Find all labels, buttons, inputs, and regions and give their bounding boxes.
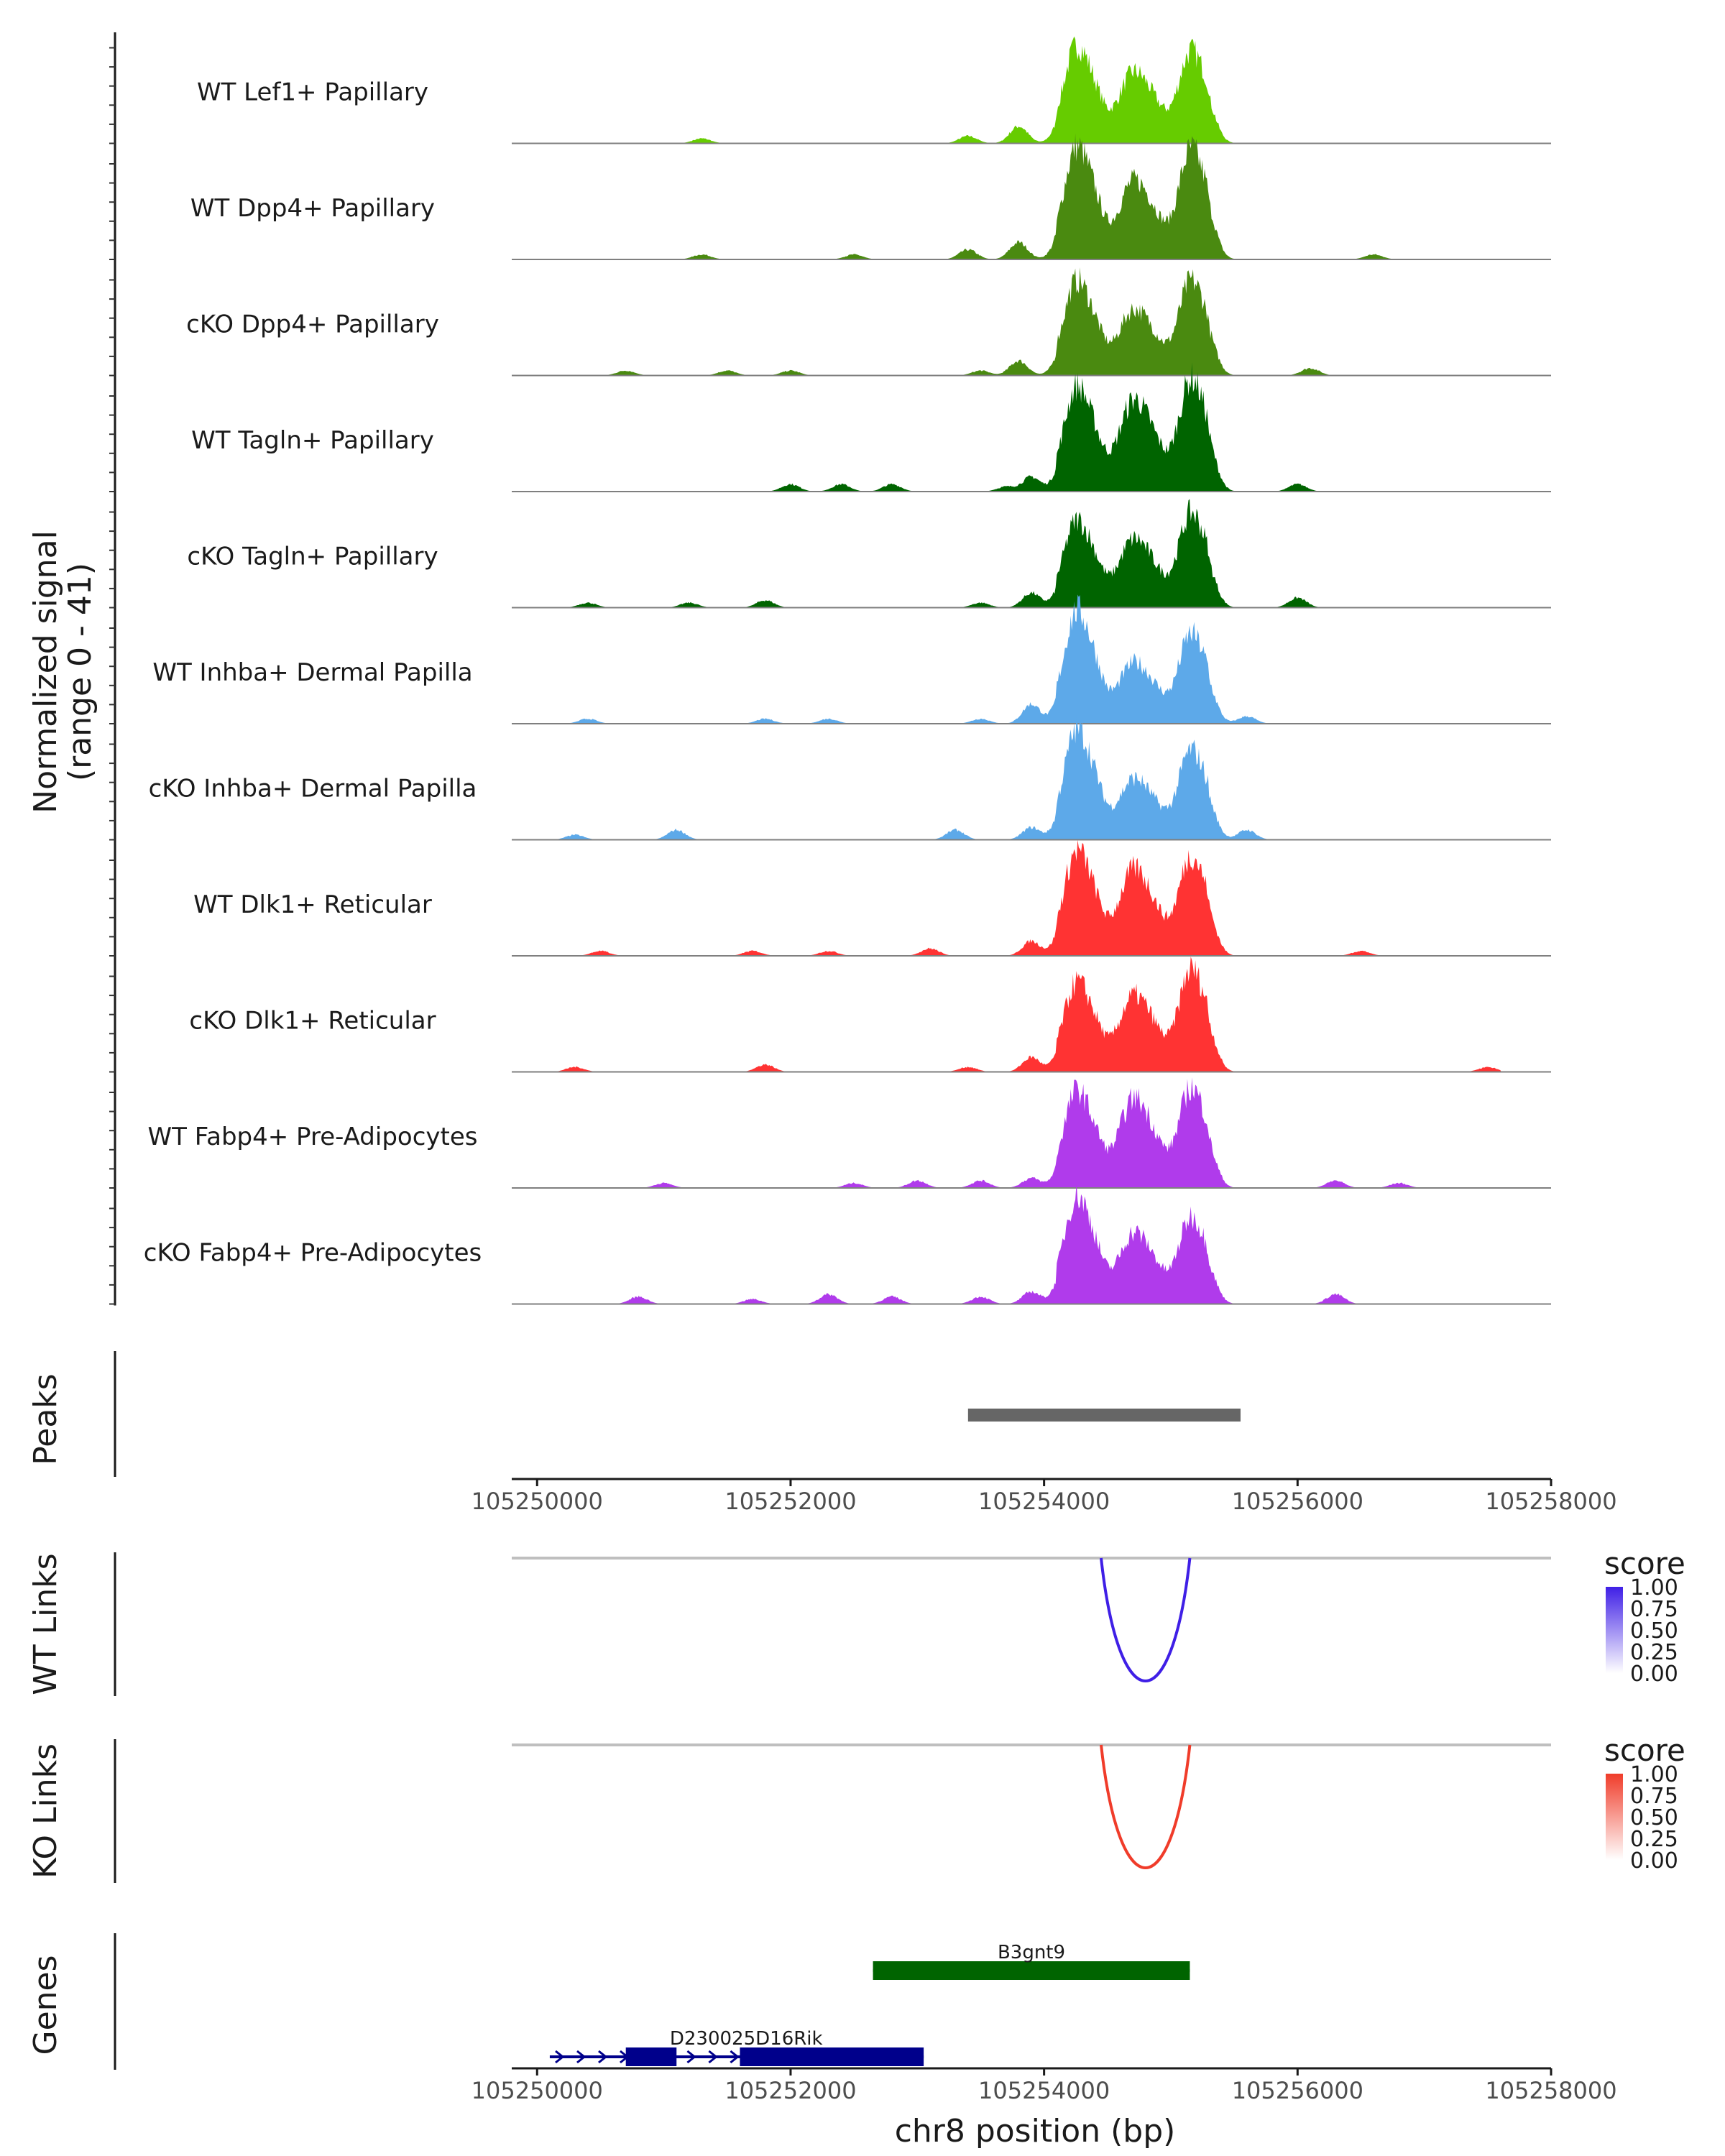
coverage-area: [512, 36, 1551, 144]
strand-arrow: [686, 2050, 696, 2064]
link-legend-value: 0.50: [1630, 1618, 1678, 1644]
strand-arrow: [620, 2050, 630, 2064]
gene-exon: [740, 2047, 924, 2066]
coverage-area: [512, 499, 1551, 608]
link-legend-value: 1.00: [1630, 1575, 1678, 1600]
link-legend-colorbar: [1606, 1774, 1623, 1860]
x-axis-top: 105250000 105252000 105254000 105256000 1052…: [472, 1478, 1617, 1515]
link-arc: [1100, 1744, 1192, 1869]
link-legend-title: score: [1604, 1733, 1685, 1768]
strand-arrow: [730, 2050, 740, 2064]
track-label: WT Inhba+ Dermal Papilla: [152, 658, 472, 687]
track-label: cKO Fabp4+ Pre-Adipocytes: [144, 1239, 482, 1268]
track-label: cKO Inhba+ Dermal Papilla: [149, 775, 477, 803]
coverage-axis: [109, 32, 116, 1306]
coverage-track: WT Fabp4+ Pre-Adipocytes: [148, 1077, 1551, 1189]
link-legend-colorbar: [1606, 1587, 1623, 1673]
coverage-area: [512, 594, 1551, 724]
gene-name-label: B3gnt9: [998, 1942, 1065, 1963]
peaks-panel: Peaks: [27, 1351, 1241, 1477]
x-top-tick-label: 105252000: [724, 1488, 856, 1515]
coverage-track: cKO Dpp4+ Papillary: [186, 267, 1551, 377]
link-legend-value: 0.75: [1630, 1597, 1678, 1622]
track-label: WT Tagln+ Papillary: [191, 426, 434, 455]
coverage-track: WT Tagln+ Papillary: [191, 362, 1551, 492]
gene-exon: [873, 1961, 1190, 1980]
y-axis-label: Normalized signal (range 0 - 41): [27, 530, 98, 814]
peaks-label: Peaks: [27, 1373, 64, 1465]
coverage-tracks: WT Lef1+ Papillary WT Dpp4+ Papillary cKO …: [144, 36, 1551, 1305]
y-axis-title: Normalized signal: [27, 530, 64, 814]
gene-exon: [625, 2047, 677, 2066]
track-label: cKO Dpp4+ Papillary: [186, 310, 439, 339]
link-legend-value: 0.75: [1630, 1784, 1678, 1809]
x-bottom-tick-label: 105252000: [724, 2077, 856, 2104]
coverage-area: [512, 362, 1551, 492]
track-label: WT Dlk1+ Reticular: [193, 890, 432, 919]
x-axis-title: chr8 position (bp): [895, 2113, 1176, 2150]
coverage-track: cKO Inhba+ Dermal Papilla: [149, 714, 1551, 841]
y-axis-range: (range 0 - 41): [62, 563, 98, 781]
coverage-area: [512, 1077, 1551, 1188]
genes-label: Genes: [27, 1955, 64, 2055]
gene-model: B3gnt9: [873, 1942, 1190, 1980]
link-legend-value: 0.00: [1630, 1662, 1678, 1687]
track-label: cKO Dlk1+ Reticular: [189, 1007, 436, 1036]
link-arc: [1100, 1557, 1192, 1682]
coverage-area: [512, 957, 1551, 1072]
x-bottom-tick-label: 105250000: [472, 2077, 603, 2104]
x-bottom-tick-label: 105258000: [1485, 2077, 1616, 2104]
x-axis-bottom: chr8 position (bp) 105250000 105252000 105…: [472, 2067, 1617, 2150]
coverage-area: [512, 267, 1551, 376]
x-top-tick-label: 105256000: [1232, 1488, 1363, 1515]
link-track-label: WT Links: [27, 1553, 64, 1695]
link-track-label: KO Links: [27, 1743, 64, 1879]
link-legend-value: 0.25: [1630, 1827, 1678, 1852]
coverage-track: WT Lef1+ Papillary: [197, 36, 1551, 144]
genes-panel: Genes B3gnt9 D230025D16Rik: [27, 1933, 1190, 2070]
track-label: WT Lef1+ Papillary: [197, 78, 428, 107]
coverage-track: cKO Fabp4+ Pre-Adipocytes: [144, 1182, 1551, 1305]
coverage-track: WT Dpp4+ Papillary: [190, 134, 1551, 260]
gene-name-label: D230025D16Rik: [670, 2028, 823, 2050]
coverage-track: WT Inhba+ Dermal Papilla: [152, 594, 1551, 724]
x-top-tick-label: 105258000: [1485, 1488, 1616, 1515]
x-top-tick-label: 105254000: [978, 1488, 1110, 1515]
track-label: WT Dpp4+ Papillary: [190, 194, 435, 223]
link-legend-value: 1.00: [1630, 1762, 1678, 1787]
link-legend-value: 0.50: [1630, 1805, 1678, 1830]
x-bottom-tick-label: 105256000: [1232, 2077, 1363, 2104]
link-legend-value: 0.00: [1630, 1848, 1678, 1874]
x-top-tick-label: 105250000: [472, 1488, 603, 1515]
strand-arrow: [555, 2050, 565, 2064]
coverage-area: [512, 1182, 1551, 1304]
coverage-track: cKO Dlk1+ Reticular: [189, 957, 1551, 1073]
coverage-area: [512, 134, 1551, 259]
strand-arrow: [708, 2050, 718, 2064]
peak-region: [967, 1409, 1241, 1422]
coverage-track: WT Dlk1+ Reticular: [193, 839, 1551, 957]
coverage-area: [512, 714, 1551, 840]
x-bottom-tick-label: 105254000: [978, 2077, 1110, 2104]
gene-model: D230025D16Rik: [549, 2028, 924, 2066]
track-label: WT Fabp4+ Pre-Adipocytes: [148, 1123, 478, 1151]
coverage-area: [512, 839, 1551, 956]
link-legend-value: 0.25: [1630, 1640, 1678, 1665]
coverage-track: cKO Tagln+ Papillary: [187, 499, 1551, 609]
strand-arrow: [598, 2050, 608, 2064]
strand-arrow: [576, 2050, 586, 2064]
link-legend-title: score: [1604, 1546, 1685, 1581]
track-label: cKO Tagln+ Papillary: [187, 543, 438, 571]
